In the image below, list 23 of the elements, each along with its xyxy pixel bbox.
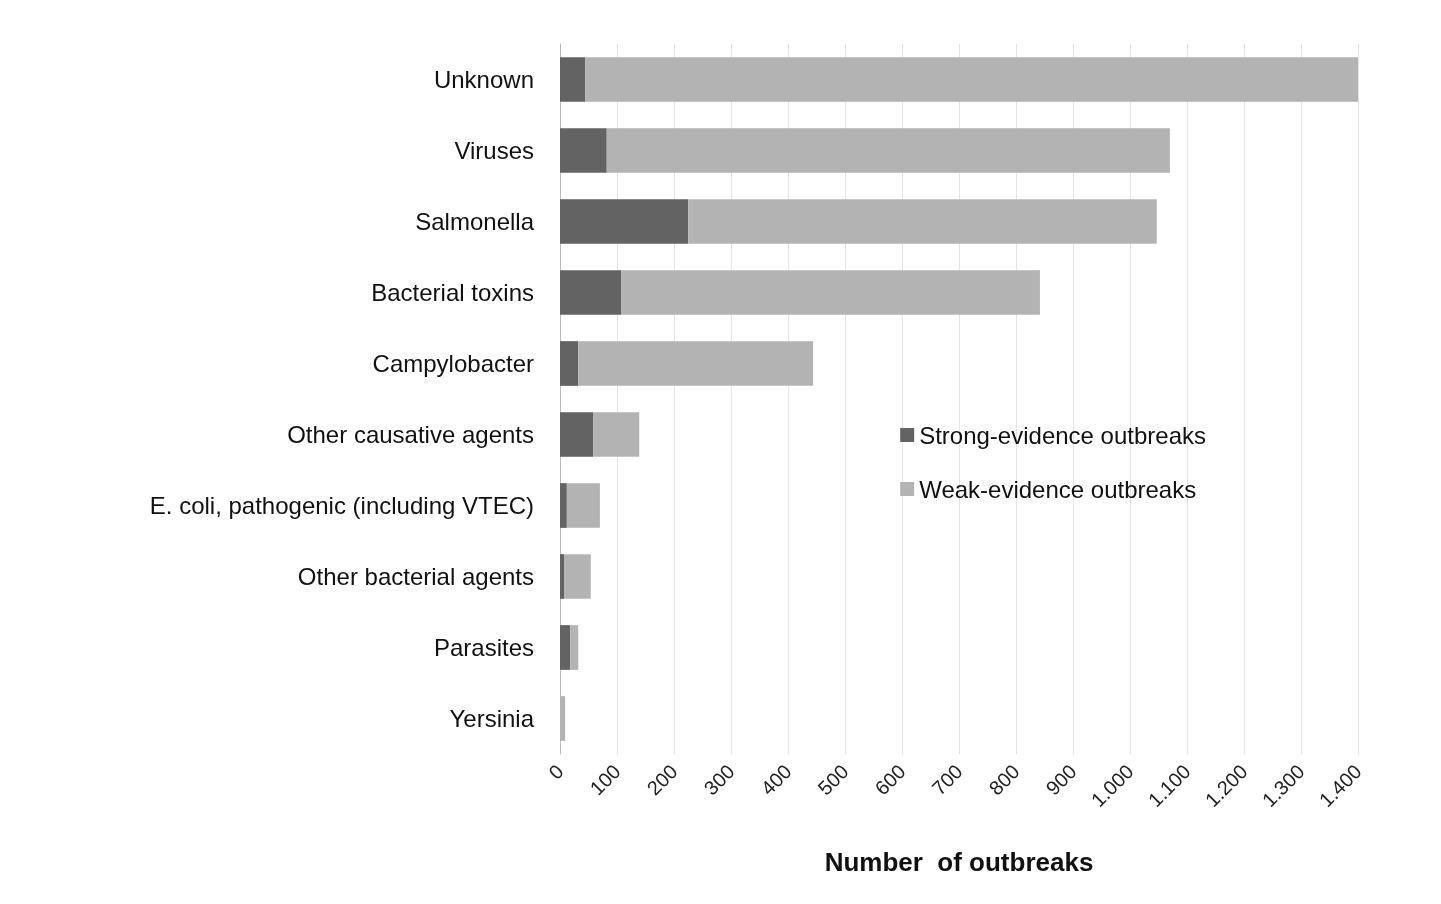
x-tick-label: 700: [927, 760, 967, 800]
y-tick-label: Yersinia: [449, 705, 535, 732]
y-tick-label: Other causative agents: [287, 421, 534, 448]
x-tick-label: 800: [984, 760, 1024, 800]
x-tick-label: 900: [1041, 760, 1081, 800]
x-tick-label: 300: [699, 760, 739, 800]
x-tick-label: 0: [544, 760, 568, 784]
y-tick-label: Other bacterial agents: [297, 563, 534, 590]
x-tick-label: 400: [756, 760, 796, 800]
x-tick-label: 100: [585, 760, 625, 800]
legend-label: Weak-evidence outbreaks: [919, 475, 1197, 503]
y-tick-label: Viruses: [454, 137, 534, 164]
y-tick-label: E. coli, pathogenic (including VTEC): [149, 492, 534, 519]
x-tick-label: 200: [642, 760, 682, 800]
legend-label: Strong-evidence outbreaks: [919, 421, 1206, 449]
y-tick-label: Salmonella: [415, 208, 535, 235]
y-tick-label: Campylobacter: [372, 350, 534, 377]
y-tick-label: Parasites: [433, 634, 534, 661]
x-tick-label: 500: [813, 760, 853, 800]
y-tick-label: Bacterial toxins: [371, 279, 534, 306]
y-tick-label: Unknown: [433, 66, 534, 93]
x-axis-title: Number of outbreaks: [824, 847, 1094, 877]
x-tick-label: 600: [870, 760, 910, 800]
